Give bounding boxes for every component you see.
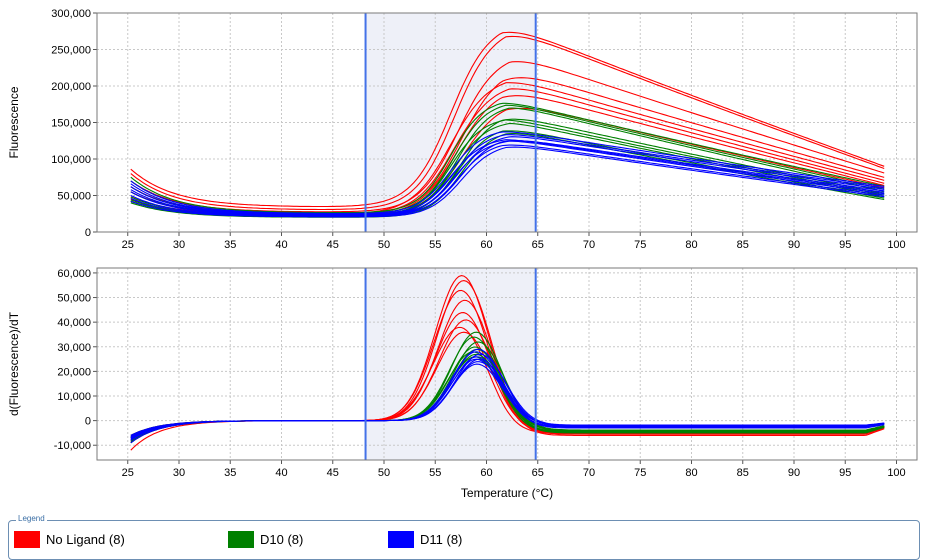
x-tick-label: 45 [327, 467, 339, 479]
legend-label-no-ligand: No Ligand (8) [46, 531, 125, 547]
plot-border [96, 12, 918, 233]
x-tick-label: 30 [173, 467, 185, 479]
x-tick-label: 55 [429, 467, 441, 479]
x-tick-label: 50 [378, 467, 390, 479]
legend-swatch-no-ligand [14, 530, 40, 548]
x-tick-label: 40 [275, 467, 287, 479]
x-tick-label: 100 [887, 239, 905, 251]
y-tick-label: 50,000 [57, 293, 91, 305]
legend-item-d11[interactable]: D11 (8) [388, 530, 462, 548]
x-tick-label: 35 [224, 467, 236, 479]
y-tick-label: 0 [85, 416, 91, 428]
x-tick-label: 95 [839, 467, 851, 479]
y-tick-label: 250,000 [51, 45, 91, 57]
x-tick-label: 55 [429, 239, 441, 251]
x-tick-label: 85 [737, 467, 749, 479]
y-tick-label: 10,000 [57, 391, 91, 403]
legend-label-d10: D10 (8) [260, 531, 304, 547]
series-line-d10 [130, 102, 885, 214]
plot-border [96, 267, 918, 461]
x-tick-label: 60 [480, 467, 492, 479]
x-tick-label: 25 [122, 239, 134, 251]
y-tick-label: 50,000 [57, 191, 91, 203]
x-tick-label: 65 [532, 239, 544, 251]
y-tick-label: 60,000 [57, 268, 91, 280]
series-line-d11 [130, 131, 885, 214]
legend-swatch-d11 [388, 530, 414, 548]
x-tick-label: 80 [685, 467, 697, 479]
y-axis-title: d(Fluorescence)/dT [7, 311, 21, 416]
y-tick-label: 100,000 [51, 154, 91, 166]
legend-label-d11: D11 (8) [420, 531, 463, 547]
y-tick-label: 300,000 [51, 8, 91, 20]
x-tick-label: 70 [583, 467, 595, 479]
x-tick-label: 40 [275, 239, 287, 251]
y-tick-label: -10,000 [54, 440, 91, 452]
y-axis-title: Fluorescence [7, 86, 21, 158]
legend-item-d10[interactable]: D10 (8) [228, 530, 303, 548]
x-tick-label: 35 [224, 239, 236, 251]
y-tick-label: 20,000 [57, 366, 91, 378]
legend-title: Legend [16, 514, 47, 523]
x-tick-label: 90 [788, 467, 800, 479]
x-tick-label: 95 [839, 239, 851, 251]
x-tick-label: 25 [122, 467, 134, 479]
y-tick-label: 150,000 [51, 118, 91, 130]
x-tick-label: 80 [685, 239, 697, 251]
series-line-no-ligand [130, 31, 885, 208]
x-tick-label: 30 [173, 239, 185, 251]
legend-swatch-d10 [228, 530, 254, 548]
x-tick-label: 45 [327, 239, 339, 251]
x-axis-title: Temperature (°C) [461, 486, 553, 500]
y-tick-label: 40,000 [57, 317, 91, 329]
x-tick-label: 70 [583, 239, 595, 251]
series-line-d11 [130, 363, 885, 441]
y-tick-label: 0 [85, 227, 91, 239]
x-tick-label: 90 [788, 239, 800, 251]
y-tick-label: 200,000 [51, 81, 91, 93]
series-line-no-ligand [130, 35, 885, 211]
x-tick-label: 65 [532, 467, 544, 479]
legend-item-no-ligand[interactable]: No Ligand (8) [14, 530, 125, 548]
x-tick-label: 50 [378, 239, 390, 251]
legend-box [8, 520, 920, 560]
series-line-d11 [130, 146, 885, 218]
x-tick-label: 60 [480, 239, 492, 251]
x-tick-label: 100 [887, 467, 905, 479]
x-tick-label: 75 [634, 239, 646, 251]
y-tick-label: 30,000 [57, 342, 91, 354]
x-tick-label: 75 [634, 467, 646, 479]
x-tick-label: 85 [737, 239, 749, 251]
